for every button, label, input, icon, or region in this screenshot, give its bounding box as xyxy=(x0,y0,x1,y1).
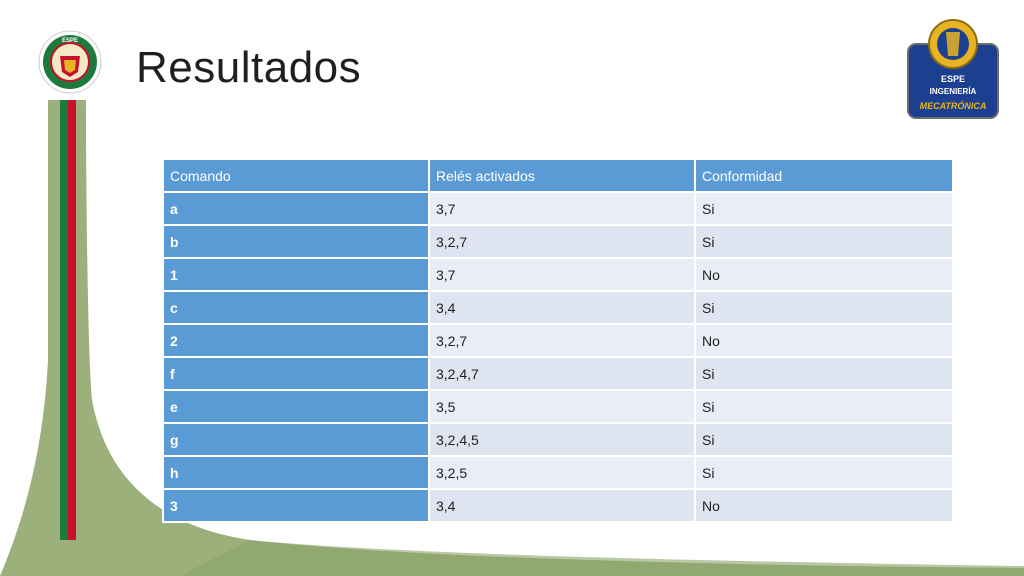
cell-conformidad: No xyxy=(694,488,954,523)
cell-comando: 2 xyxy=(162,323,430,358)
results-table: Comando Relés activados Conformidad a 3,… xyxy=(162,158,954,523)
header-comando: Comando xyxy=(162,158,430,193)
cell-reles: 3,7 xyxy=(428,257,696,292)
table-row: g 3,2,4,5 Si xyxy=(162,422,954,457)
cell-comando: 1 xyxy=(162,257,430,292)
cell-comando: 3 xyxy=(162,488,430,523)
table-row: e 3,5 Si xyxy=(162,389,954,424)
cell-reles: 3,2,7 xyxy=(428,224,696,259)
mecatronica-logo: ESPE INGENIERÍA MECATRÓNICA xyxy=(907,19,999,119)
table-row: 3 3,4 No xyxy=(162,488,954,523)
cell-conformidad: No xyxy=(694,323,954,358)
table-row: h 3,2,5 Si xyxy=(162,455,954,490)
header-reles-activados: Relés activados xyxy=(428,158,696,193)
cell-conformidad: Si xyxy=(694,224,954,259)
table-row: b 3,2,7 Si xyxy=(162,224,954,259)
cell-reles: 3,2,4,7 xyxy=(428,356,696,391)
cell-comando: c xyxy=(162,290,430,325)
red-stripe xyxy=(68,100,76,540)
cell-conformidad: Si xyxy=(694,290,954,325)
cell-comando: b xyxy=(162,224,430,259)
cell-reles: 3,2,7 xyxy=(428,323,696,358)
cell-reles: 3,4 xyxy=(428,488,696,523)
cell-reles: 3,2,5 xyxy=(428,455,696,490)
cell-reles: 3,4 xyxy=(428,290,696,325)
seal-text: ESPE xyxy=(62,38,78,44)
cell-comando: g xyxy=(162,422,430,457)
logo-line-3: MECATRÓNICA xyxy=(920,100,987,111)
cell-reles: 3,2,4,5 xyxy=(428,422,696,457)
logo-line-1: ESPE xyxy=(941,74,965,84)
table-row: a 3,7 Si xyxy=(162,191,954,226)
cell-comando: a xyxy=(162,191,430,226)
cell-reles: 3,5 xyxy=(428,389,696,424)
header-conformidad: Conformidad xyxy=(694,158,954,193)
cell-comando: h xyxy=(162,455,430,490)
table-row: f 3,2,4,7 Si xyxy=(162,356,954,391)
cell-conformidad: Si xyxy=(694,455,954,490)
table-row: 2 3,2,7 No xyxy=(162,323,954,358)
logo-line-2: INGENIERÍA xyxy=(930,87,977,96)
cell-reles: 3,7 xyxy=(428,191,696,226)
slide-title: Resultados xyxy=(136,43,362,92)
cell-conformidad: No xyxy=(694,257,954,292)
cell-conformidad: Si xyxy=(694,191,954,226)
cell-comando: f xyxy=(162,356,430,391)
bottom-band xyxy=(180,540,1024,576)
cell-conformidad: Si xyxy=(694,422,954,457)
table-header-row: Comando Relés activados Conformidad xyxy=(162,158,954,193)
green-stripe xyxy=(60,100,68,540)
cell-comando: e xyxy=(162,389,430,424)
espe-seal-logo: ESPE xyxy=(38,30,102,94)
table-row: c 3,4 Si xyxy=(162,290,954,325)
table-row: 1 3,7 No xyxy=(162,257,954,292)
cell-conformidad: Si xyxy=(694,356,954,391)
sage-curve xyxy=(0,100,1024,576)
cell-conformidad: Si xyxy=(694,389,954,424)
